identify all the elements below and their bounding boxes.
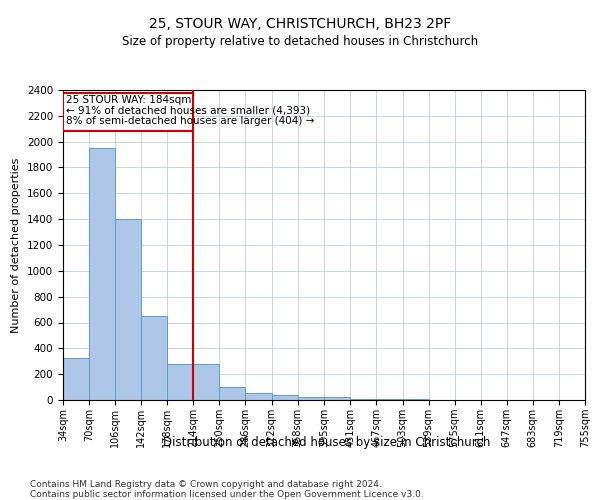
Text: Contains HM Land Registry data © Crown copyright and database right 2024.
Contai: Contains HM Land Registry data © Crown c…: [30, 480, 424, 500]
Bar: [167, 364, 193, 400]
Y-axis label: Number of detached properties: Number of detached properties: [11, 158, 22, 332]
Bar: [325, 398, 350, 400]
Text: 25 STOUR WAY: 184sqm: 25 STOUR WAY: 184sqm: [66, 95, 191, 105]
FancyBboxPatch shape: [63, 92, 193, 132]
Bar: [141, 316, 167, 400]
Bar: [220, 387, 245, 400]
Bar: [193, 364, 220, 400]
Bar: [272, 395, 298, 400]
Text: Distribution of detached houses by size in Christchurch: Distribution of detached houses by size …: [163, 436, 491, 449]
Bar: [63, 358, 89, 400]
Bar: [350, 398, 376, 400]
Text: 25, STOUR WAY, CHRISTCHURCH, BH23 2PF: 25, STOUR WAY, CHRISTCHURCH, BH23 2PF: [149, 18, 451, 32]
Bar: [245, 393, 272, 400]
Bar: [115, 219, 141, 400]
Text: 8% of semi-detached houses are larger (404) →: 8% of semi-detached houses are larger (4…: [66, 116, 314, 126]
Bar: [89, 148, 115, 400]
Bar: [298, 397, 325, 400]
Text: ← 91% of detached houses are smaller (4,393): ← 91% of detached houses are smaller (4,…: [66, 106, 310, 116]
Text: Size of property relative to detached houses in Christchurch: Size of property relative to detached ho…: [122, 35, 478, 48]
